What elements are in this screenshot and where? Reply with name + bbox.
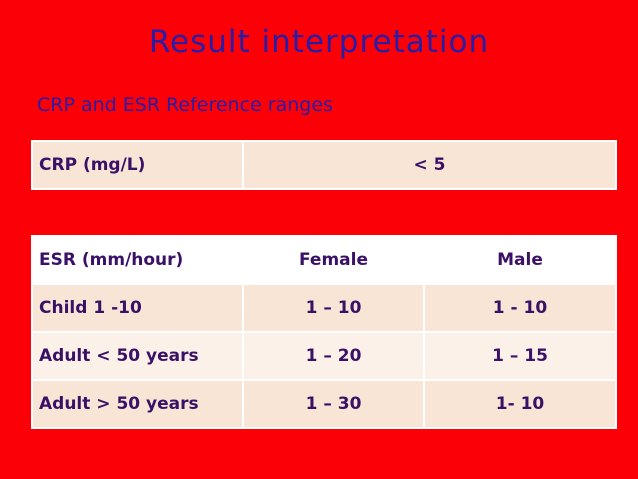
table-header-row: ESR (mm/hour) Female Male xyxy=(31,235,617,285)
slide-title: Result interpretation xyxy=(148,24,490,60)
row-label-cell: Adult < 50 years xyxy=(31,331,244,381)
male-range-cell: 1- 10 xyxy=(423,379,617,429)
column-header-female: Female xyxy=(242,235,425,285)
male-range-cell: 1 – 15 xyxy=(423,331,617,381)
crp-label-cell: CRP (mg/L) xyxy=(31,140,244,190)
crp-reference-table: CRP (mg/L) < 5 xyxy=(31,140,617,190)
slide-subtitle: CRP and ESR Reference ranges xyxy=(37,94,333,116)
female-range-cell: 1 – 30 xyxy=(242,379,425,429)
table-row: Adult < 50 years 1 – 20 1 – 15 xyxy=(31,331,617,381)
table-row: CRP (mg/L) < 5 xyxy=(31,140,617,190)
female-range-cell: 1 – 10 xyxy=(242,283,425,333)
esr-reference-table: ESR (mm/hour) Female Male Child 1 -10 1 … xyxy=(31,235,617,429)
table-row: Adult > 50 years 1 – 30 1- 10 xyxy=(31,379,617,429)
column-header-esr: ESR (mm/hour) xyxy=(31,235,244,285)
row-label-cell: Adult > 50 years xyxy=(31,379,244,429)
row-label-cell: Child 1 -10 xyxy=(31,283,244,333)
male-range-cell: 1 - 10 xyxy=(423,283,617,333)
column-header-male: Male xyxy=(423,235,617,285)
crp-value-cell: < 5 xyxy=(242,140,617,190)
table-row: Child 1 -10 1 – 10 1 - 10 xyxy=(31,283,617,333)
female-range-cell: 1 – 20 xyxy=(242,331,425,381)
